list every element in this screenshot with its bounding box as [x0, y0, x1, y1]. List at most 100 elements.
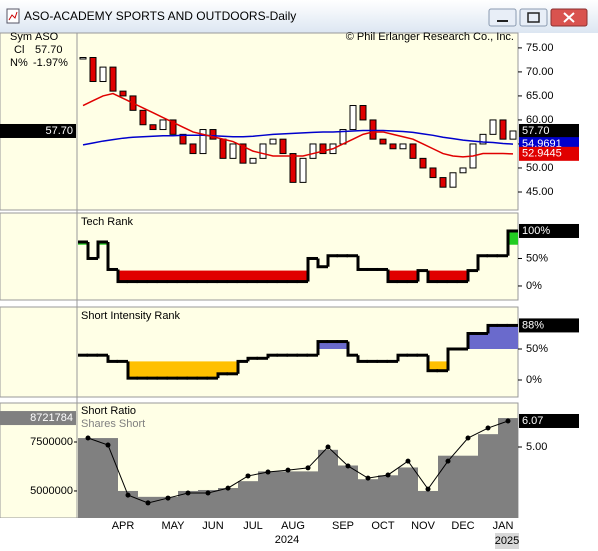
shares-short-area: [118, 490, 138, 518]
y-tick-label: 70.00: [526, 66, 554, 78]
shares-short-area: [158, 496, 178, 518]
y-tick-label: 5.00: [526, 441, 547, 453]
shares-short-area: [258, 471, 278, 518]
candle: [349, 105, 357, 131]
tech-rank-panel: [0, 212, 519, 301]
shares-short-area: [278, 471, 298, 518]
short-ratio-dot: [125, 492, 131, 498]
y-tick-label: 0%: [526, 374, 542, 386]
short-ratio-dot: [265, 469, 271, 475]
upper-band-fill: [488, 325, 498, 349]
y-tick-label: 60.00: [526, 114, 554, 126]
candle: [179, 133, 187, 145]
candle: [499, 119, 507, 140]
lower-band-fill: [148, 270, 158, 282]
x-tick-label: SEP: [332, 520, 354, 532]
y-tick-label: 50.00: [526, 162, 554, 174]
candle: [369, 119, 377, 140]
lower-band-fill: [118, 270, 128, 282]
candle: [219, 138, 227, 159]
candle: [489, 119, 497, 135]
candle: [119, 90, 127, 97]
last-value-label: 57.70: [522, 125, 550, 137]
short-ratio-dot: [245, 473, 251, 479]
maximize-button[interactable]: [519, 8, 548, 27]
candle: [159, 119, 167, 131]
short-ratio-dot: [225, 485, 231, 491]
lower-band-fill: [138, 270, 148, 282]
short-ratio-dot: [105, 442, 111, 448]
lower-band-fill: [148, 361, 158, 379]
lower-band-fill: [218, 270, 228, 282]
candle: [149, 124, 157, 131]
x-tick-label: APR: [112, 520, 135, 532]
candle: [189, 143, 197, 155]
last-value-label: 57.70: [45, 125, 73, 137]
lower-band-fill: [238, 270, 248, 282]
lower-band-fill: [428, 361, 438, 371]
candle: [439, 177, 447, 188]
candle: [89, 56, 97, 83]
candle: [139, 109, 147, 126]
lower-band-fill: [388, 270, 398, 282]
window-title: ASO-ACADEMY SPORTS AND OUTDOORS-Daily: [24, 9, 296, 23]
lower-band-fill: [188, 361, 198, 379]
lower-band-fill: [298, 270, 308, 282]
short-ratio-dot: [365, 475, 371, 481]
candle: [169, 119, 177, 135]
candle: [269, 138, 277, 145]
y-tick-label: 65.00: [526, 90, 554, 102]
y-tick-label: 7500000: [30, 436, 73, 448]
x-tick-label: OCT: [371, 520, 395, 532]
lower-band-fill: [408, 270, 418, 282]
y-tick-label: 5000000: [30, 485, 73, 497]
last-value-label: 52.9445: [522, 148, 562, 160]
short-ratio-dot: [205, 490, 211, 496]
last-value-label: 88%: [522, 319, 544, 331]
upper-band-fill: [468, 333, 478, 349]
minimize-button[interactable]: [488, 8, 517, 27]
shares-short-area: [418, 490, 438, 518]
candle: [309, 143, 317, 159]
upper-band-fill: [328, 341, 338, 349]
close-label: Cl: [14, 44, 24, 56]
upper-band-fill: [498, 325, 508, 349]
candle: [449, 172, 457, 188]
lower-band-fill: [178, 270, 188, 282]
short-ratio-dot: [425, 486, 431, 492]
upper-band-fill: [508, 230, 518, 245]
y-tick-label: 0%: [526, 280, 542, 292]
short-ratio-dot: [465, 435, 471, 441]
y-tick-label: 75.00: [526, 42, 554, 54]
maximize-glyph: [527, 12, 540, 23]
lower-band-fill: [398, 270, 408, 282]
candle: [79, 56, 87, 60]
x-tick-label: AUG: [281, 520, 305, 532]
lower-band-fill: [168, 270, 178, 282]
candle: [289, 153, 297, 183]
lower-band-fill: [458, 270, 468, 282]
short-ratio-dot: [145, 500, 151, 506]
last-value-label: 6.07: [522, 415, 543, 427]
panel-title: Tech Rank: [81, 216, 133, 228]
short-ratio-dot: [505, 418, 511, 424]
short-ratio-dot: [165, 495, 171, 501]
candle: [509, 130, 517, 140]
lower-band-fill: [188, 270, 198, 282]
short-ratio-dot: [85, 435, 91, 441]
lower-band-fill: [128, 361, 138, 379]
lower-band-fill: [208, 270, 218, 282]
shares-short-area: [98, 438, 118, 518]
last-value-box: [0, 411, 76, 426]
last-value-label: 8721784: [30, 412, 73, 424]
moving-average: [82, 129, 514, 146]
sym: ASO: [35, 31, 59, 43]
lower-band-fill: [278, 270, 288, 282]
x-tick-label: NOV: [411, 520, 436, 532]
candle: [409, 143, 417, 159]
candle: [239, 143, 247, 164]
candle: [399, 143, 407, 150]
last-value-box: [0, 123, 76, 138]
change-label: N%: [10, 57, 28, 69]
lower-band-fill: [228, 270, 238, 282]
